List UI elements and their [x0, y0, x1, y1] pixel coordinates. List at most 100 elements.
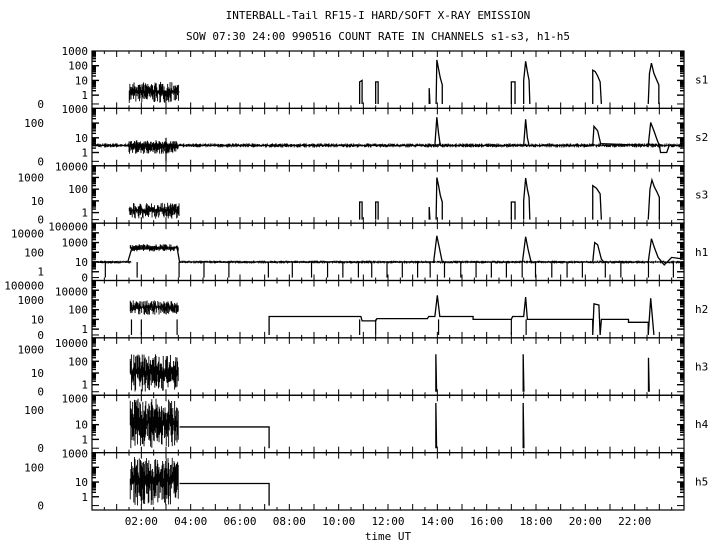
y-tick-label: 1 [81, 323, 88, 336]
x-tick-label: 08:00 [273, 515, 306, 528]
x-axis-label: time UT [365, 530, 412, 543]
channel-label: s3 [695, 188, 708, 201]
chart-subtitle: SOW 07:30 24:00 990516 COUNT RATE IN CHA… [186, 30, 570, 43]
y-tick-label: 100 [68, 355, 88, 368]
y-tick-label: 10 [75, 132, 88, 145]
y-tick-label: 100000 [48, 221, 88, 234]
y-tick-label: 1 [81, 207, 88, 220]
x-tick-label: 12:00 [371, 515, 404, 528]
y-tick-label: 0 [37, 442, 44, 455]
y-tick-label: 10 [31, 195, 44, 208]
channel-label: h1 [695, 246, 708, 259]
y-tick-label: 100 [24, 404, 44, 417]
y-tick-label: 100 [24, 246, 44, 259]
y-tick-label: 1000 [18, 171, 45, 184]
chart-title: INTERBALL-Tail RF15-I HARD/SOFT X-RAY EM… [226, 9, 531, 22]
y-tick-label: 1000 [62, 237, 89, 250]
x-tick-label: 10:00 [322, 515, 355, 528]
data-trace-s1 [523, 61, 531, 104]
y-tick-label: 1 [37, 266, 44, 279]
data-trace-h4 [522, 402, 525, 449]
x-tick-label: 04:00 [174, 515, 207, 528]
data-trace-s1 [510, 81, 516, 104]
data-trace-s2 [434, 117, 524, 147]
data-trace-h2 [268, 295, 655, 336]
y-tick-label: 10 [75, 74, 88, 87]
y-tick-label: 1000 [18, 294, 45, 307]
data-trace-h4 [179, 426, 270, 449]
y-tick-label: 1000 [18, 344, 45, 357]
y-tick-label: 1000 [62, 447, 89, 460]
data-trace-s3 [647, 177, 660, 220]
y-tick-label: 1000 [62, 103, 89, 116]
y-tick-label: 10000 [55, 286, 88, 299]
data-trace-h3 [435, 354, 438, 392]
y-tick-label: 100 [68, 183, 88, 196]
y-tick-label: 1 [81, 379, 88, 392]
data-trace-s3 [523, 177, 531, 220]
y-tick-label: 0 [37, 214, 44, 227]
data-trace-s1 [592, 69, 603, 104]
data-trace-s3 [510, 201, 516, 220]
y-tick-label: 10 [31, 367, 44, 380]
y-tick-label: 0 [37, 500, 44, 513]
data-trace-s3 [375, 201, 379, 220]
data-trace-h3 [522, 354, 525, 392]
y-tick-label: 10 [75, 419, 88, 432]
data-trace-h3 [647, 357, 650, 392]
data-trace-s1 [435, 59, 443, 104]
x-tick-label: 06:00 [223, 515, 256, 528]
y-tick-label: 1 [81, 491, 88, 504]
y-tick-label: 1000 [62, 45, 89, 58]
y-tick-label: 100000 [4, 280, 44, 293]
data-trace-s2 [592, 124, 649, 147]
y-tick-label: 1 [81, 433, 88, 446]
y-tick-label: 10 [75, 256, 88, 269]
data-trace-s3 [592, 184, 603, 220]
data-trace-h4 [435, 402, 438, 449]
y-tick-label: 10000 [11, 228, 44, 241]
y-tick-label: 1 [81, 147, 88, 160]
y-tick-label: 0 [37, 155, 44, 168]
y-tick-label: 0 [81, 272, 88, 285]
x-tick-label: 02:00 [125, 515, 158, 528]
data-trace-s1 [358, 79, 363, 104]
data-trace-s2 [523, 119, 593, 147]
y-tick-label: 10 [75, 476, 88, 489]
x-tick-label: 20:00 [569, 515, 602, 528]
y-tick-label: 1 [81, 89, 88, 102]
y-tick-label: 0 [37, 98, 44, 111]
data-trace-h1 [432, 235, 523, 263]
y-tick-label: 1000 [62, 393, 89, 406]
y-tick-label: 100 [68, 304, 88, 317]
data-trace-s3 [435, 177, 443, 220]
x-tick-label: 18:00 [519, 515, 552, 528]
x-tick-label: 22:00 [618, 515, 651, 528]
y-tick-label: 100 [24, 461, 44, 474]
y-tick-label: 0 [37, 386, 44, 399]
y-tick-label: 100 [68, 60, 88, 73]
data-trace-h1 [592, 241, 649, 263]
y-tick-label: 0 [37, 329, 44, 342]
x-tick-label: 14:00 [421, 515, 454, 528]
x-tick-label: 16:00 [470, 515, 503, 528]
data-trace-h1 [647, 238, 685, 266]
data-trace-s1 [428, 88, 431, 104]
data-trace-h5 [179, 482, 270, 506]
y-tick-label: 100 [24, 117, 44, 130]
data-trace-s1 [375, 81, 379, 104]
data-trace-s3 [358, 201, 363, 220]
channel-label: h3 [695, 361, 708, 374]
channel-label: s2 [695, 131, 708, 144]
channel-label: h2 [695, 303, 708, 316]
y-tick-label: 10000 [55, 161, 88, 174]
y-tick-label: 10000 [55, 337, 88, 350]
panels: 10001001010s110001001010s210000100010010… [4, 45, 708, 528]
